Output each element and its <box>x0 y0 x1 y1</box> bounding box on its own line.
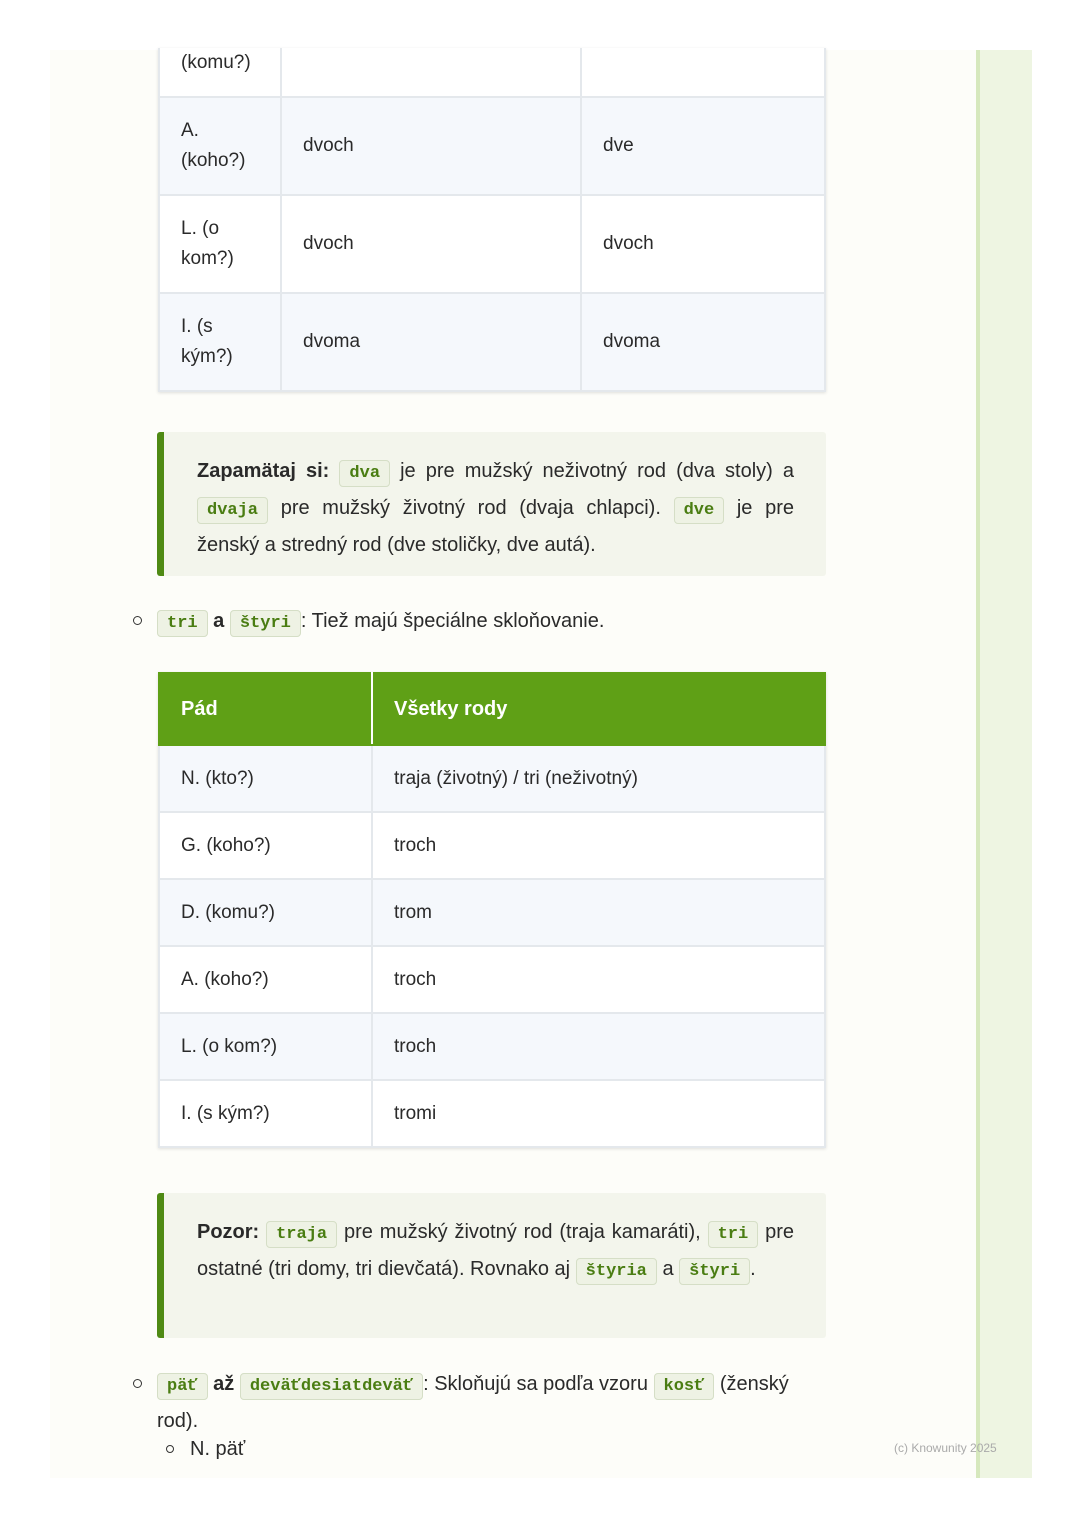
table-row: D. (komu?) trom <box>158 878 826 947</box>
table-row: L. (o kom?) dvoch dvoch <box>158 194 826 294</box>
code-kost: kosť <box>653 1373 715 1400</box>
bullet-text: : Tiež majú špeciálne skloňovanie. <box>300 610 605 632</box>
cell: trom <box>371 878 826 947</box>
callout-warning: Pozor: traja pre mužský životný rod (tra… <box>157 1193 826 1338</box>
case-cell: A. (koho?) <box>158 945 373 1014</box>
bullet-tri-styri: tri a štyri: Tiež majú špeciálne skloňov… <box>157 604 604 641</box>
sub-bullet-text: N. päť <box>190 1438 246 1460</box>
cell: dvoma <box>280 292 582 392</box>
code-styri: štyri <box>679 1258 751 1285</box>
bullet-icon <box>133 616 142 625</box>
bold-text: a <box>207 610 230 632</box>
callout-text: pre mužský životný rod (traja kamaráti), <box>337 1221 708 1243</box>
case-cell: D. (komu?) <box>158 878 373 947</box>
code-dva: dva <box>339 460 391 487</box>
bold-text: až <box>207 1373 240 1395</box>
bullet-pat: päť až deväťdesiatdeväť: Skloňujú sa pod… <box>157 1367 829 1438</box>
callout-text: pre mužský životný rod (dvaja chlapci). <box>268 497 674 519</box>
table-row: I. (s kým?) dvoma dvoma <box>158 292 826 392</box>
table-row: G. (koho?) troch <box>158 811 826 880</box>
code-styri: štyri <box>229 610 301 637</box>
code-tri: tri <box>157 610 208 637</box>
header-case: Pád <box>158 672 373 746</box>
cell <box>280 48 582 98</box>
case-cell: G. (koho?) <box>158 811 373 880</box>
code-devatdesiatdevat: deväťdesiatdeväť <box>239 1373 424 1400</box>
cell: tromi <box>371 1079 826 1148</box>
code-pat: päť <box>157 1373 208 1400</box>
side-stripe <box>976 50 1032 1478</box>
code-tri: tri <box>707 1221 759 1248</box>
code-traja: traja <box>266 1221 338 1248</box>
declension-table-tri: Pád Všetky rody N. (kto?) traja (životný)… <box>158 672 826 1148</box>
table-row: I. (s kým?) tromi <box>158 1079 826 1148</box>
declension-table-dva: (komu?) A. (koho?) dvoch dve L. (o kom?)… <box>158 48 826 392</box>
table-row: N. (kto?) traja (životný) / tri (neživotn… <box>158 744 826 813</box>
cell: dvoch <box>280 194 582 294</box>
bullet-icon <box>133 1379 142 1388</box>
case-cell: N. (kto?) <box>158 744 373 813</box>
cell: traja (životný) / tri (neživotný) <box>371 744 826 813</box>
cell: troch <box>371 945 826 1014</box>
callout-label: Pozor: <box>197 1221 260 1243</box>
callout-text: pre ostatné (tri domy, tri dievčatá). Ro… <box>197 1221 795 1280</box>
bullet-text: : Skloňujú sa podľa vzoru <box>423 1373 654 1395</box>
callout-text: je pre mužský neživotný rod (dva stoly) … <box>390 460 795 482</box>
table-row: A. (koho?) troch <box>158 945 826 1014</box>
header-all-genders: Všetky rody <box>371 672 826 746</box>
copyright: (c) Knowunity 2025 <box>894 1441 997 1455</box>
case-cell: I. (s kým?) <box>158 292 282 392</box>
cell: dve <box>580 96 826 196</box>
bullet-text: (ženský rod). <box>157 1373 789 1432</box>
code-dvaja: dvaja <box>197 497 269 524</box>
cell <box>580 48 826 98</box>
cell: troch <box>371 811 826 880</box>
case-cell: (komu?) <box>158 48 282 98</box>
table-row: (komu?) <box>158 48 826 98</box>
cell: troch <box>371 1012 826 1081</box>
case-cell: L. (o kom?) <box>158 1012 373 1081</box>
cell: dvoch <box>580 194 826 294</box>
callout-text: . <box>750 1258 756 1280</box>
code-styria: štyria <box>575 1258 657 1285</box>
callout-remember: Zapamätaj si: dva je pre mužský neživotn… <box>157 432 826 576</box>
callout-text: je pre ženský a stredný rod (dve stoličk… <box>197 497 795 556</box>
sub-bullet-icon <box>166 1445 174 1453</box>
table-header: Pád Všetky rody <box>158 672 826 746</box>
cell: dvoma <box>580 292 826 392</box>
case-cell: A. (koho?) <box>158 96 282 196</box>
table-row: L. (o kom?) troch <box>158 1012 826 1081</box>
cell: dvoch <box>280 96 582 196</box>
code-dve: dve <box>673 497 725 524</box>
table-row: A. (koho?) dvoch dve <box>158 96 826 196</box>
callout-label: Zapamätaj si: <box>197 460 330 482</box>
case-cell: I. (s kým?) <box>158 1079 373 1148</box>
callout-text: a <box>656 1258 680 1280</box>
case-cell: L. (o kom?) <box>158 194 282 294</box>
